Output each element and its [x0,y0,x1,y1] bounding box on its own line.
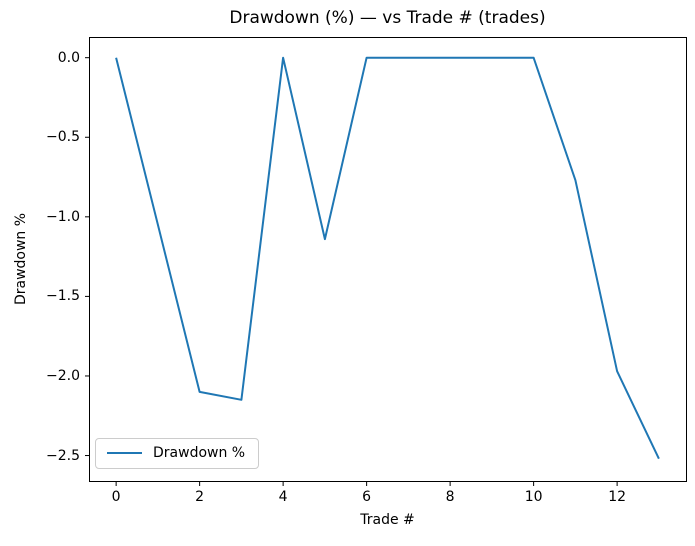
x-tick-label: 10 [524,489,543,505]
x-tick-label: 12 [608,489,627,505]
y-tick-label: −0.5 [46,129,80,146]
y-tick-label: −1.5 [46,288,80,305]
drawdown-series-line [115,56,660,460]
x-tick-label: 8 [445,489,455,505]
legend-entry-label: Drawdown % [153,445,246,461]
chart-title: Drawdown (%) — vs Trade # (trades) [229,8,546,28]
y-tick-label: −2.0 [46,367,80,384]
legend: Drawdown % [95,438,260,469]
y-tick-label: 0.0 [57,49,80,66]
x-tick-label: 4 [278,489,288,505]
y-tick-label: −1.0 [46,208,80,225]
legend-line-sample-icon [107,452,142,454]
x-axis-label: Trade # [360,512,415,528]
y-tick-label: −2.5 [46,447,80,464]
x-tick-label: 6 [362,489,372,505]
x-tick-label: 2 [195,489,205,505]
axes-frame [89,37,687,482]
x-tick-label: 0 [111,489,121,505]
